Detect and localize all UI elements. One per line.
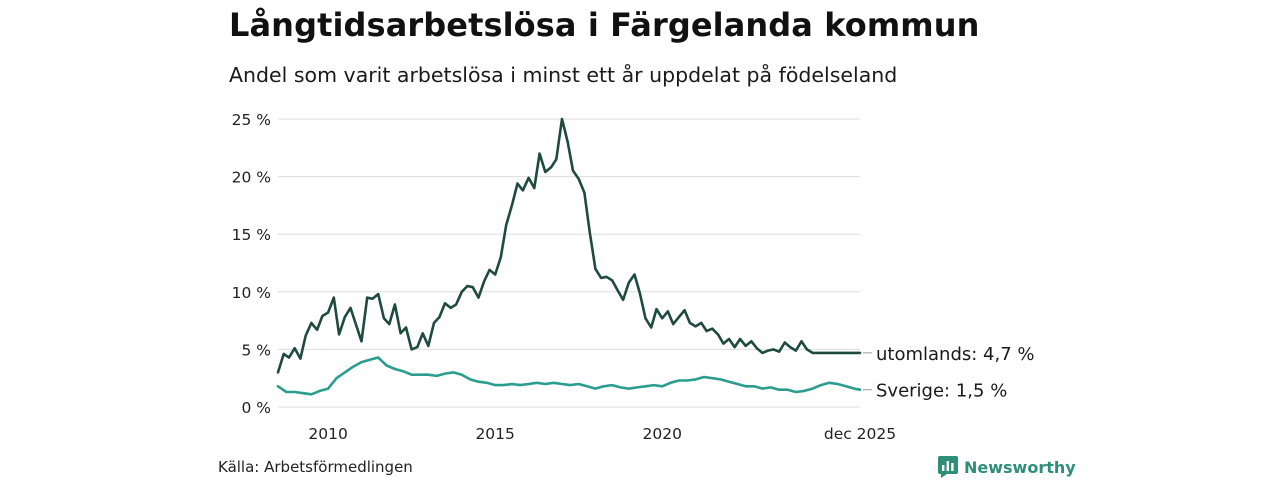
y-tick-label: 20 %	[232, 169, 271, 187]
x-tick-label: 2010	[308, 425, 347, 443]
series-line-utomlands	[276, 117, 862, 374]
brand-name: Newsworthy	[964, 457, 1076, 477]
y-tick-label: 10 %	[232, 284, 271, 302]
end-label-sverige: Sverige: 1,5 %	[876, 381, 1007, 402]
y-tick-label: 0 %	[241, 399, 271, 417]
x-axis-ticks: 2010 2015 2020 dec 2025	[308, 425, 896, 443]
brand-logo[interactable]: Newsworthy	[938, 456, 1076, 478]
source-note: Källa: Arbetsförmedlingen	[218, 458, 413, 476]
chart-title: Långtidsarbetslösa i Färgelanda kommun	[229, 6, 980, 44]
newsworthy-logo-icon	[938, 456, 958, 478]
y-tick-label: 15 %	[232, 226, 271, 244]
gridlines	[278, 118, 860, 408]
end-labels: utomlands: 4,7 % Sverige: 1,5 %	[863, 344, 1035, 402]
x-tick-label: 2015	[475, 425, 514, 443]
y-tick-label: 25 %	[232, 111, 271, 129]
x-tick-label: 2020	[642, 425, 681, 443]
chart-subtitle: Andel som varit arbetslösa i minst ett å…	[229, 63, 898, 87]
series-line-sverige	[276, 356, 862, 396]
y-tick-label: 5 %	[241, 341, 271, 359]
end-label-utomlands: utomlands: 4,7 %	[876, 344, 1035, 365]
y-axis-ticks: 0 % 5 % 10 % 15 % 20 % 25 %	[232, 111, 271, 417]
series	[276, 117, 862, 396]
x-tick-label: dec 2025	[824, 425, 896, 443]
